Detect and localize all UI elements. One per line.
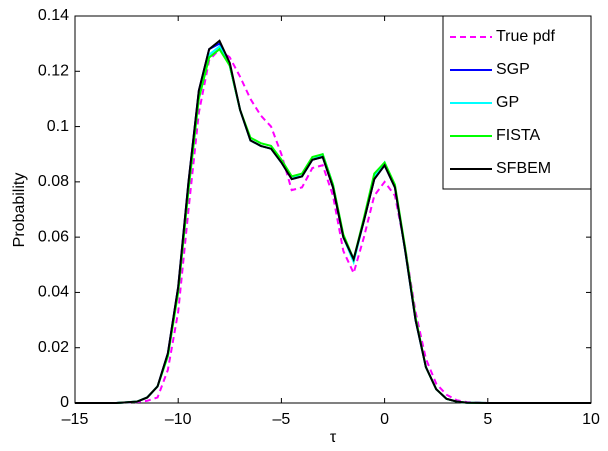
x-tick-label: –5 [273,411,291,428]
x-tick-label: 5 [483,411,492,428]
y-tick-label: 0.08 [38,173,69,190]
x-tick-label: –10 [165,411,192,428]
legend-label: True pdf [496,28,556,45]
legend-label: FISTA [496,127,540,144]
legend-label: SFBEM [496,160,551,177]
y-tick-label: 0.06 [38,228,69,245]
series-line [75,39,591,404]
series-line [75,47,591,404]
x-tick-label: –15 [62,411,89,428]
legend-label: GP [496,94,519,111]
y-tick-label: 0.02 [38,339,69,356]
y-tick-label: 0.04 [38,284,69,301]
y-tick-label: 0.14 [38,7,69,24]
x-tick-label: 10 [582,411,600,428]
y-tick-label: 0.12 [38,63,69,80]
x-axis-label: τ [330,429,337,446]
legend-label: SGP [496,61,530,78]
y-tick-label: 0 [60,394,69,411]
y-axis-label: Probability [11,173,28,248]
y-tick-label: 0.1 [47,118,69,135]
x-tick-label: 0 [380,411,389,428]
